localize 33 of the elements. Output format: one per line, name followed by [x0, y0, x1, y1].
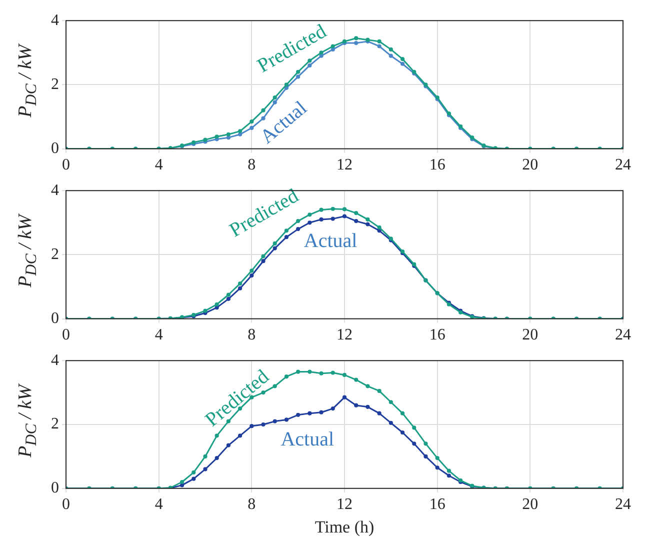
x-tick-label: 12: [336, 156, 352, 174]
y-tick-label: 4: [51, 182, 59, 199]
x-tick-label: 16: [429, 496, 446, 514]
x-tick-label: 16: [429, 156, 446, 174]
x-tick-label: 20: [522, 326, 538, 344]
x-tick-label: 4: [154, 496, 163, 514]
x-tick-label: 24: [615, 496, 631, 514]
y-tick-label: 2: [51, 416, 59, 433]
x-tick-label: 4: [154, 156, 163, 174]
x-tick-label: 12: [336, 326, 352, 344]
x-tick-label: 0: [62, 156, 70, 174]
x-tick-label: 24: [615, 326, 631, 344]
x-tick-label: 8: [248, 326, 256, 344]
x-tick-label: 4: [154, 326, 163, 344]
y-tick-label: 0: [51, 140, 59, 158]
y-tick-label: 2: [51, 76, 59, 93]
series-label: Actual: [304, 230, 358, 252]
x-axis-title: Time (h): [314, 517, 374, 536]
y-tick-label: 2: [51, 246, 59, 263]
x-tick-label: 16: [429, 326, 446, 344]
y-tick-label: 4: [51, 352, 59, 369]
x-tick-label: 24: [615, 156, 631, 174]
x-tick-label: 8: [248, 156, 256, 174]
x-tick-label: 20: [522, 156, 538, 174]
x-tick-label: 0: [62, 326, 70, 344]
x-tick-label: 20: [522, 496, 538, 514]
y-tick-label: 4: [51, 12, 59, 29]
x-tick-label: 8: [248, 496, 256, 514]
series-label: Actual: [280, 428, 334, 451]
x-tick-label: 12: [336, 496, 352, 514]
x-tick-label: 0: [62, 496, 70, 514]
y-tick-label: 0: [51, 310, 59, 328]
y-tick-label: 0: [51, 480, 59, 497]
